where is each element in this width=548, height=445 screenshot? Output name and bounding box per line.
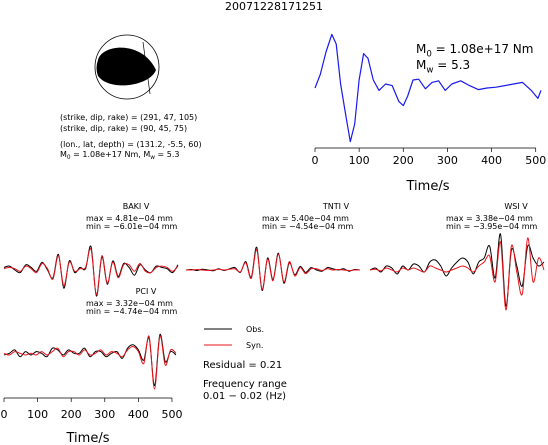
- legend-syn-label: Syn.: [246, 341, 263, 350]
- stf-m0-annotation-part: = 1.08e+17 Nm: [432, 42, 534, 56]
- waveform-x-tick-label: 400: [128, 408, 149, 421]
- synthetic-waveform-pci: [3, 335, 177, 390]
- synthetic-waveform-wsi: [369, 237, 545, 311]
- station-min-amplitude: min = −4.74e−04 mm: [86, 307, 178, 316]
- station-max-amplitude: max = 4.81e−04 mm: [86, 214, 173, 223]
- mechanism-line-2: (strike, dip, rake) = (90, 45, 75): [60, 124, 187, 133]
- mechanism-line-1: (strike, dip, rake) = (291, 47, 105): [60, 113, 197, 122]
- station-name: TNTI V: [322, 202, 350, 211]
- figure-title: 20071228171251: [225, 0, 323, 13]
- waveform-x-tick-label: 500: [161, 408, 182, 421]
- beachball-compressional-quadrant: [96, 47, 156, 86]
- stf-x-tick-label: 500: [525, 154, 546, 167]
- station-max-amplitude: max = 5.40e−04 mm: [262, 214, 349, 223]
- observed-waveform-tnti: [185, 246, 361, 291]
- legend-obs-label: Obs.: [246, 325, 264, 334]
- station-max-amplitude: max = 3.38e−04 mm: [446, 214, 533, 223]
- waveform-x-tick-label: 200: [61, 408, 82, 421]
- legend: [204, 328, 232, 346]
- station-panel-tnti: [185, 246, 361, 291]
- station-name: BAKI V: [123, 202, 150, 211]
- stf-x-tick-label: 0: [312, 154, 319, 167]
- beachball-nodal-line: [142, 41, 151, 95]
- waveform-x-tick-label: 300: [94, 408, 115, 421]
- stf-mw-annotation-part: w: [426, 65, 433, 75]
- station-min-amplitude: min = −4.54e−04 mm: [262, 222, 354, 231]
- frequency-range-value: 0.01 − 0.02 (Hz): [203, 391, 286, 402]
- observed-waveform-wsi: [369, 233, 545, 307]
- mechanism-magnitude-part: M: [60, 150, 67, 159]
- station-panel-wsi: [369, 233, 545, 311]
- stf-mw-annotation-part: M: [416, 58, 426, 72]
- frequency-range-title: Frequency range: [203, 379, 287, 390]
- waveform-x-tick-label: 100: [27, 408, 48, 421]
- stf-m0-annotation-part: 0: [426, 49, 432, 59]
- mechanism-magnitude: M0 = 1.08e+17 Nm, Mw = 5.3: [60, 150, 180, 161]
- stf-plot: [314, 33, 542, 152]
- stf-mw-annotation: Mw = 5.3: [416, 58, 470, 75]
- focal-mechanism-beachball: [94, 34, 160, 100]
- station-name: WSI V: [504, 202, 528, 211]
- waveform-x-axis-label: Time/s: [66, 431, 110, 445]
- stf-x-tick-label: 100: [349, 154, 370, 167]
- synthetic-waveform-tnti: [185, 249, 361, 290]
- stf-mw-annotation-part: = 5.3: [433, 58, 470, 72]
- residual-value: Residual = 0.21: [203, 360, 282, 371]
- stf-x-tick-label: 300: [437, 154, 458, 167]
- station-max-amplitude: max = 3.32e−04 mm: [86, 299, 173, 308]
- station-min-amplitude: min = −6.01e−04 mm: [86, 222, 178, 231]
- station-min-amplitude: min = −3.95e−04 mm: [446, 222, 538, 231]
- stf-x-tick-label: 200: [393, 154, 414, 167]
- stf-x-tick-label: 400: [481, 154, 502, 167]
- mechanism-magnitude-part: = 5.3: [155, 150, 180, 159]
- station-panel-baki: [3, 245, 179, 297]
- waveform-x-tick-label: 0: [1, 408, 8, 421]
- mechanism-magnitude-part: w: [150, 155, 155, 161]
- stf-x-axis-label: Time/s: [406, 179, 450, 194]
- stf-series-line: [314, 33, 542, 143]
- mechanism-line-3: (lon., lat, depth) = (131.2, -5.5, 60): [60, 140, 202, 149]
- stf-m0-annotation-part: M: [416, 42, 426, 56]
- station-panel-pci: [3, 334, 177, 390]
- synthetic-waveform-baki: [3, 248, 179, 296]
- mechanism-magnitude-part: = 1.08e+17 Nm, M: [71, 150, 151, 159]
- mechanism-magnitude-part: 0: [67, 155, 71, 161]
- stf-m0-annotation: M0 = 1.08e+17 Nm: [416, 42, 533, 59]
- station-name: PCI V: [136, 287, 157, 296]
